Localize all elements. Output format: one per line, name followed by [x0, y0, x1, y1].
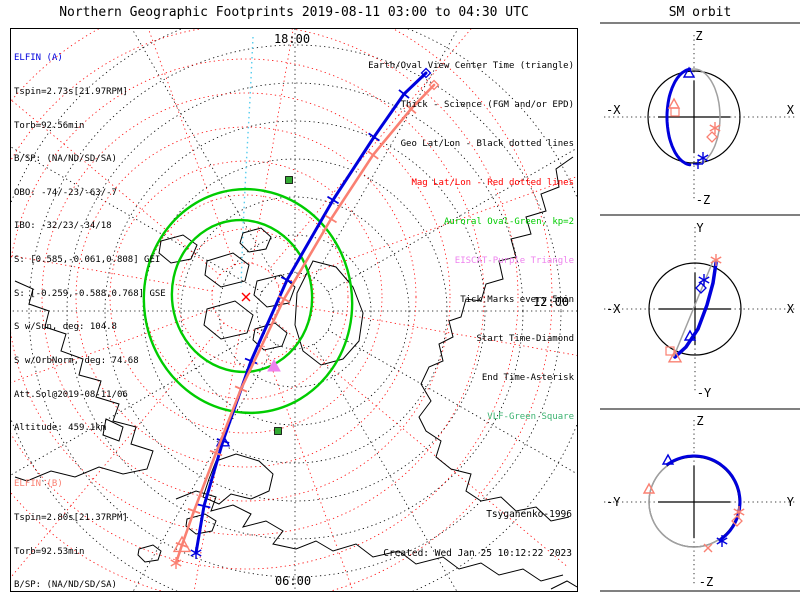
sm-orbit-canvas: Z -Z -X X Y -Y -X X Z -Z -Y Y — [600, 22, 800, 592]
axis-label: -X — [606, 103, 621, 117]
elfin-a-label: ELFIN (A) — [14, 53, 63, 64]
map-legend: Earth/Oval View Center Time (triangle) T… — [368, 34, 574, 450]
elfin-b-label: ELFIN (B) — [14, 479, 63, 490]
ground-stations — [241, 176, 293, 435]
axis-label: Y — [696, 221, 704, 235]
coastline — [550, 580, 577, 590]
axis-label: -Y — [606, 495, 621, 509]
info-line: Torb=92.56min — [14, 120, 85, 131]
axis-label: -Y — [697, 386, 712, 400]
legend-item: EISCAT-Purple Triangle — [454, 256, 574, 266]
elfin-b-info-block: ELFIN (B) Tspin=2.80s[21.37RPM] Torb=92.… — [14, 457, 166, 600]
coastline — [204, 252, 250, 288]
info-line: B/SP: (NA/ND/SD/SA) — [14, 580, 117, 591]
coastline — [14, 280, 154, 482]
info-line: Altitude: 459.1km — [14, 423, 107, 434]
legend-item: Mag Lat/Lon - Red dotted lines — [411, 178, 574, 188]
time-label-1800: 18:00 — [274, 32, 310, 46]
time-label-0600: 06:00 — [275, 574, 311, 588]
coastline — [185, 513, 217, 535]
coastline — [253, 274, 296, 308]
info-line: S w/Sun, deg: 104.8 — [14, 322, 117, 333]
coastline — [137, 544, 162, 563]
info-line: Torb=92.53min — [14, 546, 85, 557]
axis-label: Z — [695, 29, 702, 43]
coastline — [203, 300, 254, 340]
axis-label: Z — [696, 414, 703, 428]
legend-item: VLF-Green Square — [487, 412, 574, 422]
info-line: S w/OrbNorm, deg: 74.68 — [14, 355, 139, 366]
axis-label: X — [787, 103, 795, 117]
axis-label: -Z — [696, 193, 710, 207]
axis-label: -X — [606, 302, 621, 316]
info-line: Att.Sol@2019-08-11/06 — [14, 389, 128, 400]
axis-label: X — [787, 302, 795, 316]
elfin-a-info-block: ELFIN (A) Tspin=2.73s[21.97RPM] Torb=92.… — [14, 31, 166, 457]
sm-axis-labels: Z -Z -X X Y -Y -X X Z -Z -Y Y — [606, 29, 795, 589]
footprint-map-canvas: 18:00 12:00 06:00 — [11, 29, 577, 591]
page-title: Northern Geographic Footprints 2019-08-1… — [59, 5, 529, 20]
coastline — [202, 453, 274, 505]
map-time-labels: 18:00 12:00 06:00 — [274, 32, 569, 588]
satellite-tracks — [170, 67, 440, 569]
coastline — [175, 490, 564, 582]
sm-orbit-drawing — [604, 35, 796, 586]
time-label-1200: 12:00 — [533, 295, 569, 309]
legend-item: Tick Marks every 5min — [460, 295, 574, 305]
model-credits: Tsyganenko-1996 Created: Wed Jan 25 10:1… — [383, 482, 572, 586]
info-line: B/SP: (NA/ND/SD/SA) — [14, 154, 117, 165]
axis-label: Y — [787, 495, 795, 509]
legend-item: Thick - Science (FGM and/or EPD) — [400, 100, 574, 110]
info-line: S: [-0.259,-0.588,0.768] GSE — [14, 288, 166, 299]
legend-item: Auroral Oval-Green, kp=2 — [443, 217, 574, 227]
coastline-greenland — [294, 260, 364, 366]
auroral-oval — [142, 187, 354, 415]
coastline — [418, 156, 574, 522]
info-line: Tspin=2.73s[21.97RPM] — [14, 87, 128, 98]
coastline — [252, 322, 288, 351]
info-line: OBO: -74/-23/-63/-7 — [14, 187, 117, 198]
axis-label: -Z — [699, 575, 713, 589]
model-name: Tsyganenko-1996 — [486, 509, 572, 520]
coastline — [158, 234, 198, 264]
info-line: S: [0.585,-0.061,0.808] GEI — [14, 255, 161, 266]
legend-item: Start Time-Diamond — [476, 334, 574, 344]
sm-orbit-title: SM orbit — [668, 5, 732, 20]
footprint-map-panel: 18:00 12:00 06:00 ELFIN (A) Tspin=2.73s[… — [10, 28, 578, 592]
coastline — [239, 227, 272, 253]
sm-panel-separators — [600, 22, 800, 592]
legend-item: End Time-Asterisk — [481, 373, 574, 383]
sm-orbit-panels: Z -Z -X X Y -Y -X X Z -Z -Y Y — [600, 0, 800, 600]
coastlines — [14, 156, 577, 590]
created-timestamp: Created: Wed Jan 25 10:12:22 2023 — [383, 548, 572, 559]
coastline — [102, 418, 124, 442]
info-line: IBO: -32/23/-34/18 — [14, 221, 112, 232]
legend-item: Geo Lat/Lon - Black dotted lines — [400, 139, 574, 149]
legend-item: Earth/Oval View Center Time (triangle) — [368, 61, 574, 71]
info-line: Tspin=2.80s[21.37RPM] — [14, 513, 128, 524]
